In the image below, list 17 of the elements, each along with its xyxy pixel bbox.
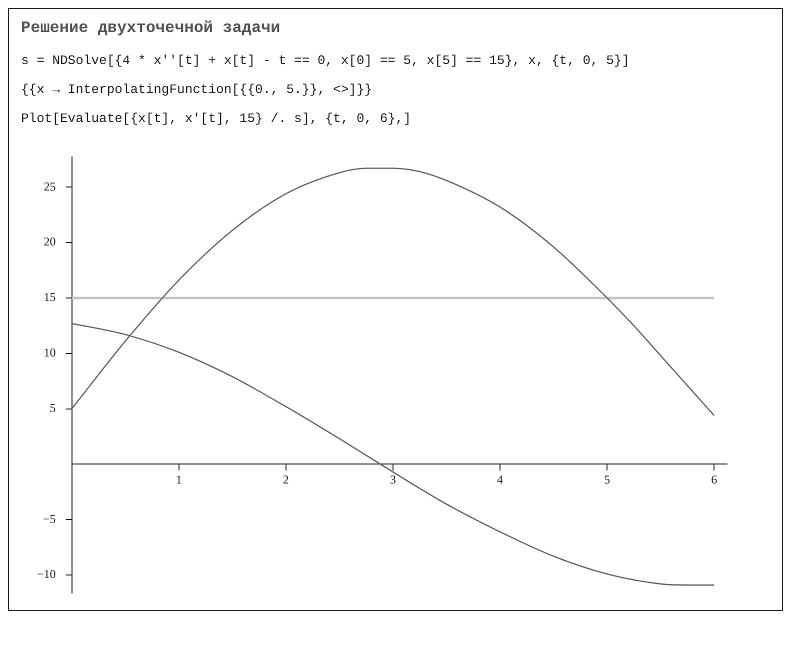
x-tick-label: 3 — [390, 472, 396, 487]
x-tick-label: 4 — [497, 472, 504, 487]
chart-title: Решение двухточечной задачи — [20, 18, 282, 39]
x-tick-label: 2 — [282, 472, 289, 487]
text: Plot[Evaluate[{x[t], x'[t], 15} /. s], {t, 0, 6},] — [20, 111, 412, 128]
y-tick-label: 20 — [44, 234, 56, 249]
y-tick-label: 15 — [44, 290, 56, 304]
text: s = NDSolve[{4 * x''[t] + x[t] - t == 0, x[0] == 5, x[5] == 15}, x, {t, 0, 5}] — [20, 53, 630, 70]
text: {{x → InterpolatingFunction[{{0., 5.}}, <>]}} — [20, 82, 374, 99]
y-tick-label: 5 — [50, 400, 56, 415]
y-tick-label: −5 — [42, 512, 56, 526]
y-tick-label: −10 — [36, 567, 56, 582]
x-tick-label: 6 — [711, 472, 718, 487]
x-tick-label: 5 — [604, 472, 610, 487]
x-tick-label: 1 — [176, 472, 182, 487]
y-tick-label: 10 — [44, 346, 56, 360]
y-tick-label: 25 — [44, 179, 56, 194]
